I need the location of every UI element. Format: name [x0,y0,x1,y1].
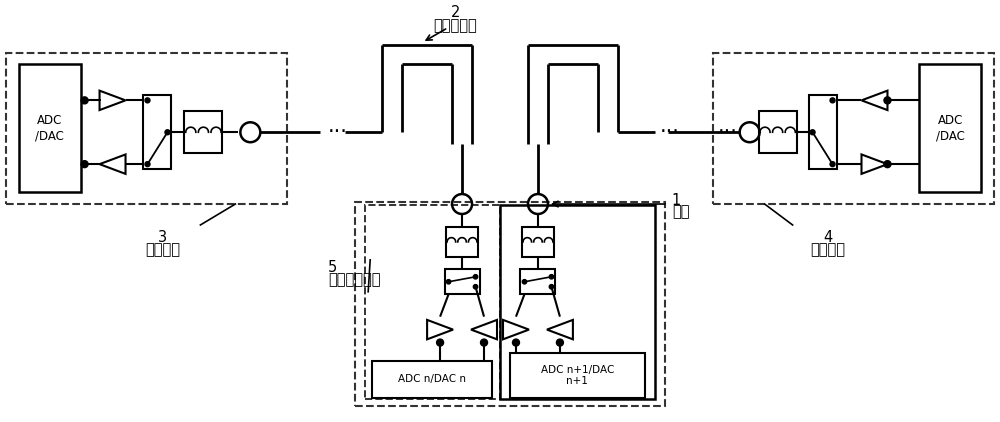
Circle shape [481,339,488,346]
Circle shape [81,97,88,104]
Text: 5: 5 [328,260,337,275]
Bar [372,360,492,398]
Text: 耦合传输线: 耦合传输线 [433,18,477,33]
Bar [184,111,222,153]
Circle shape [522,279,527,284]
Bar [6,52,287,204]
Text: ADC n+1/DAC
n+1: ADC n+1/DAC n+1 [541,365,614,386]
Text: 系统收发通道: 系统收发通道 [328,272,381,287]
Circle shape [145,98,150,103]
Bar [510,352,645,398]
Bar [445,269,480,294]
Bar [500,205,655,399]
Circle shape [512,339,519,346]
Text: 校准通道: 校准通道 [810,242,845,257]
Circle shape [473,284,478,289]
Text: ···: ··· [718,122,738,142]
Text: 2: 2 [450,5,460,20]
Text: ···: ··· [660,122,680,142]
Text: 4: 4 [823,230,832,245]
Text: ···: ··· [328,122,348,142]
Circle shape [830,98,835,103]
Bar [355,202,665,406]
Bar [446,227,478,257]
Bar [809,95,837,169]
Text: ADC n/DAC n: ADC n/DAC n [398,374,466,384]
Circle shape [830,162,835,167]
Bar [919,65,981,192]
Circle shape [446,279,451,284]
Bar [520,269,555,294]
Text: ADC
/DAC: ADC /DAC [35,114,64,142]
Circle shape [884,161,891,168]
Text: ADC
/DAC: ADC /DAC [936,114,965,142]
Text: 1: 1 [672,192,681,208]
Circle shape [473,275,478,279]
Bar [19,65,81,192]
Circle shape [81,161,88,168]
Bar [522,227,554,257]
Bar [759,111,797,153]
Circle shape [810,130,815,135]
Circle shape [549,284,554,289]
Circle shape [165,130,170,135]
Circle shape [437,339,444,346]
Text: 3: 3 [158,230,167,245]
Bar [365,205,500,399]
Circle shape [556,339,563,346]
Circle shape [884,97,891,104]
Circle shape [549,275,554,279]
Text: 校准通道: 校准通道 [145,242,180,257]
Circle shape [145,162,150,167]
Bar [143,95,171,169]
Bar [713,52,994,204]
Text: 天线: 天线 [672,205,689,219]
